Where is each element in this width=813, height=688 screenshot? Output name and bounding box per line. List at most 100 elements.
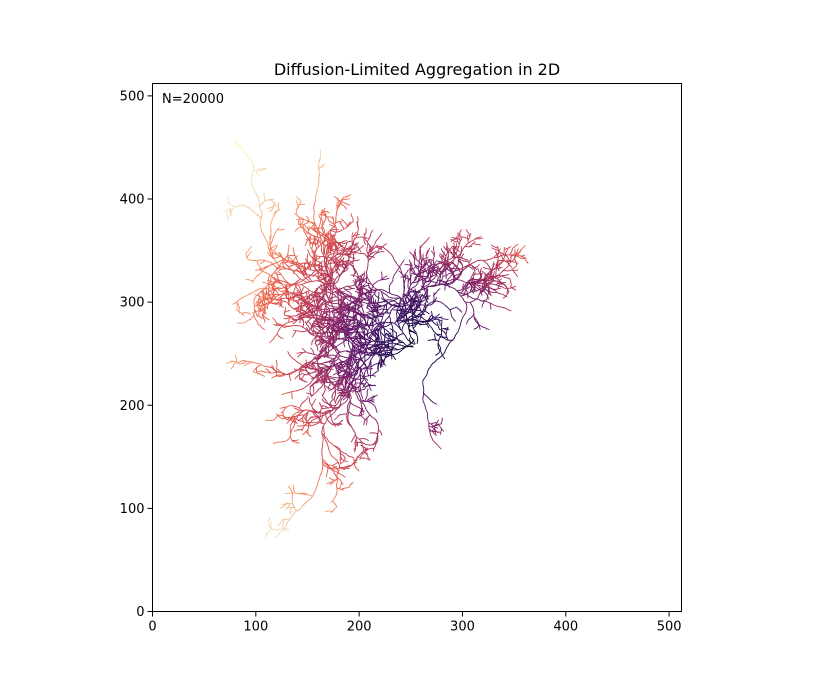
cluster-branch-segment [301,284,305,287]
cluster-branch-segment [343,365,348,368]
cluster-branch-segment [363,285,368,288]
cluster-branch-segment [348,245,352,248]
cluster-branch-segment [344,295,348,299]
cluster-branch-segment [486,263,490,267]
cluster-branch-segment [385,325,389,328]
cluster-branch-segment [394,300,398,304]
cluster-branch-segment [331,324,336,327]
cluster-branch-segment [420,293,423,297]
cluster-branch-segment [351,321,355,325]
cluster-branch-segment [424,394,428,398]
cluster-branch-segment [437,288,441,292]
cluster-branch-segment [370,255,374,260]
cluster-branch-segment [520,247,524,251]
cluster-branch-segment [480,288,484,293]
cluster-branch-segment [411,308,414,313]
cluster-branch-segment [433,333,436,337]
cluster-branch-segment [302,287,304,291]
cluster-branch-segment [422,318,427,322]
cluster-branch-segment [306,371,310,375]
cluster-branch-segment [407,305,411,309]
cluster-branch-segment [517,254,522,257]
cluster-branch-segment [397,305,400,309]
cluster-branch-segment [418,323,423,325]
cluster-branch-segment [342,247,346,250]
cluster-branch-segment [321,226,323,231]
cluster-branch-segment [430,263,433,267]
cluster-branch-segment [352,279,356,284]
cluster-branch-segment [492,267,497,270]
cluster-branch-segment [363,302,368,304]
cluster-branch-segment [434,423,439,426]
cluster-branch-segment [508,246,512,249]
cluster-branch-segment [401,327,404,332]
cluster-branch-segment [323,218,327,223]
cluster-branch-segment [366,275,369,280]
cluster-branch-segment [304,232,308,237]
cluster-branch-segment [425,322,429,326]
cluster-branch-segment [294,376,298,380]
cluster-branch-segment [314,193,317,198]
cluster-branch-segment [427,285,429,288]
cluster-branch-segment [478,271,482,275]
cluster-branch-segment [277,328,281,332]
cluster-branch-segment [330,416,333,421]
cluster-branch-segment [380,233,383,236]
cluster-branch-segment [489,293,492,297]
cluster-branch-segment [346,301,349,305]
cluster-branch-segment [382,296,385,300]
cluster-branch-segment [415,317,419,320]
cluster-branch-segment [345,225,349,229]
cluster-branch-segment [440,354,444,358]
cluster-branch-segment [326,211,330,214]
cluster-branch-segment [514,252,518,255]
cluster-branch-segment [373,243,376,248]
cluster-branch-segment [426,312,430,315]
cluster-branch-segment [383,292,387,296]
cluster-branch-segment [410,324,415,327]
cluster-branch-segment [416,316,420,318]
cluster-branch-segment [424,405,427,409]
cluster-branch-segment [466,284,469,289]
cluster-branch-segment [288,390,293,394]
cluster-branch-segment [499,253,503,257]
cluster-branch-segment [422,294,425,299]
cluster-branch-segment [372,330,376,333]
cluster-branch-segment [405,312,408,314]
cluster-branch-segment [409,251,412,255]
cluster-branch-segment [323,229,326,234]
cluster-branch-segment [301,220,304,224]
cluster-branch-segment [283,322,287,326]
cluster-branch-segment [306,362,310,367]
cluster-branch-segment [311,228,315,232]
cluster-branch-segment [519,249,522,253]
cluster-branch-segment [336,315,338,319]
cluster-branch-segment [473,316,476,321]
cluster-branch-segment [442,356,446,360]
cluster-branch-segment [461,259,465,262]
cluster-branch-segment [332,215,334,220]
cluster-branch-segment [372,253,376,257]
cluster-branch-segment [342,310,345,315]
cluster-branch-segment [512,285,516,288]
cluster-branch-segment [381,315,384,320]
cluster-branch-segment [378,251,383,253]
cluster-branch-segment [427,323,431,327]
cluster-branch-segment [443,266,446,271]
cluster-branch-segment [454,264,458,268]
cluster-branch-segment [411,300,415,304]
cluster-branch-segment [302,230,306,234]
cluster-branch-segment [445,327,448,329]
cluster-branch-segment [333,222,336,227]
cluster-branch-segment [434,426,439,429]
cluster-branch-segment [340,250,344,253]
cluster-branch-segment [495,250,497,254]
cluster-branch-segment [420,298,423,303]
cluster-branch-segment [413,323,417,326]
cluster-branch-segment [453,288,458,292]
cluster-branch-segment [493,263,495,266]
cluster-branch-segment [341,225,345,229]
cluster-branch-segment [347,247,351,249]
cluster-branch-segment [285,321,290,324]
cluster-branch-segment [465,229,469,233]
